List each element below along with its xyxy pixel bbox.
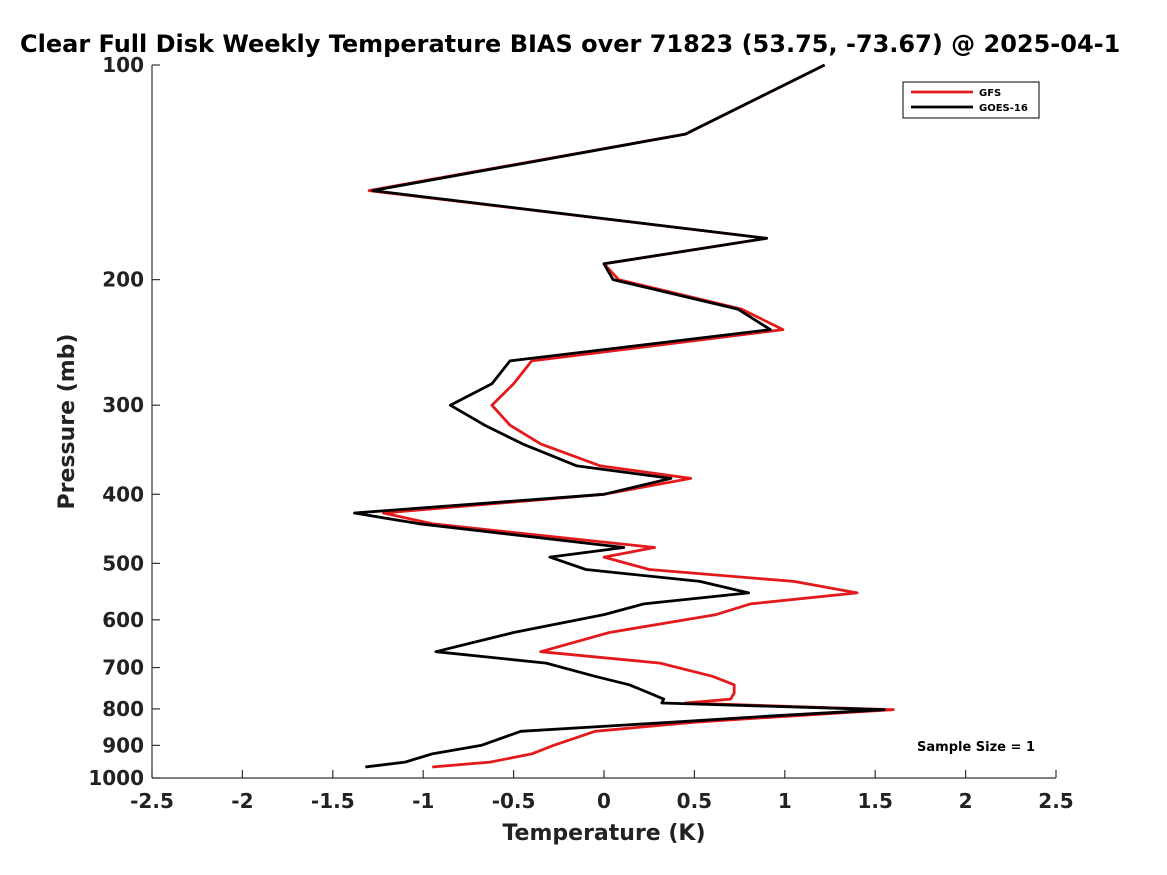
x-tick-label: -0.5 — [492, 789, 536, 813]
legend-label: GFS — [979, 88, 1001, 99]
x-tick-label: 1 — [778, 789, 792, 813]
y-tick-label: 100 — [102, 53, 144, 77]
series-line-goes-16 — [353, 63, 886, 769]
y-tick-label: 1000 — [88, 766, 144, 790]
x-tick-label: 1.5 — [857, 789, 892, 813]
legend: GFS GOES-16 — [902, 81, 1040, 119]
y-tick-label: 700 — [102, 656, 144, 680]
series-line-gfs — [367, 63, 895, 769]
x-tick-label: -1 — [412, 789, 434, 813]
y-axis-ticks: 100 200 300 400 500 600 700 800 900 1000 — [88, 53, 160, 790]
x-tick-label: 0.5 — [677, 789, 712, 813]
chart-title: Clear Full Disk Weekly Temperature BIAS … — [20, 30, 1120, 58]
x-tick-label: -1.5 — [311, 789, 355, 813]
y-tick-label: 800 — [102, 697, 144, 721]
x-axis-ticks: -2.5 -2 -1.5 -1 -0.5 0 0.5 1 1.5 2 2.5 — [130, 770, 1074, 813]
y-tick-label: 600 — [102, 608, 144, 632]
y-tick-label: 900 — [102, 733, 144, 757]
y-tick-label: 400 — [102, 482, 144, 506]
x-tick-label: 2 — [959, 789, 973, 813]
x-tick-label: 0 — [597, 789, 611, 813]
x-axis-label: Temperature (K) — [502, 821, 705, 846]
sample-size-annotation: Sample Size = 1 — [917, 740, 1035, 755]
x-tick-label: -2.5 — [130, 789, 174, 813]
legend-label: GOES-16 — [979, 103, 1028, 114]
x-tick-label: 2.5 — [1038, 789, 1073, 813]
y-axis-label: Pressure (mb) — [55, 334, 80, 510]
y-tick-label: 200 — [102, 268, 144, 292]
plot-area — [151, 65, 1056, 779]
series-layer — [353, 63, 895, 769]
y-tick-label: 500 — [102, 551, 144, 575]
legend-box — [902, 81, 1040, 119]
y-tick-label: 300 — [102, 393, 144, 417]
x-tick-label: -2 — [231, 789, 253, 813]
